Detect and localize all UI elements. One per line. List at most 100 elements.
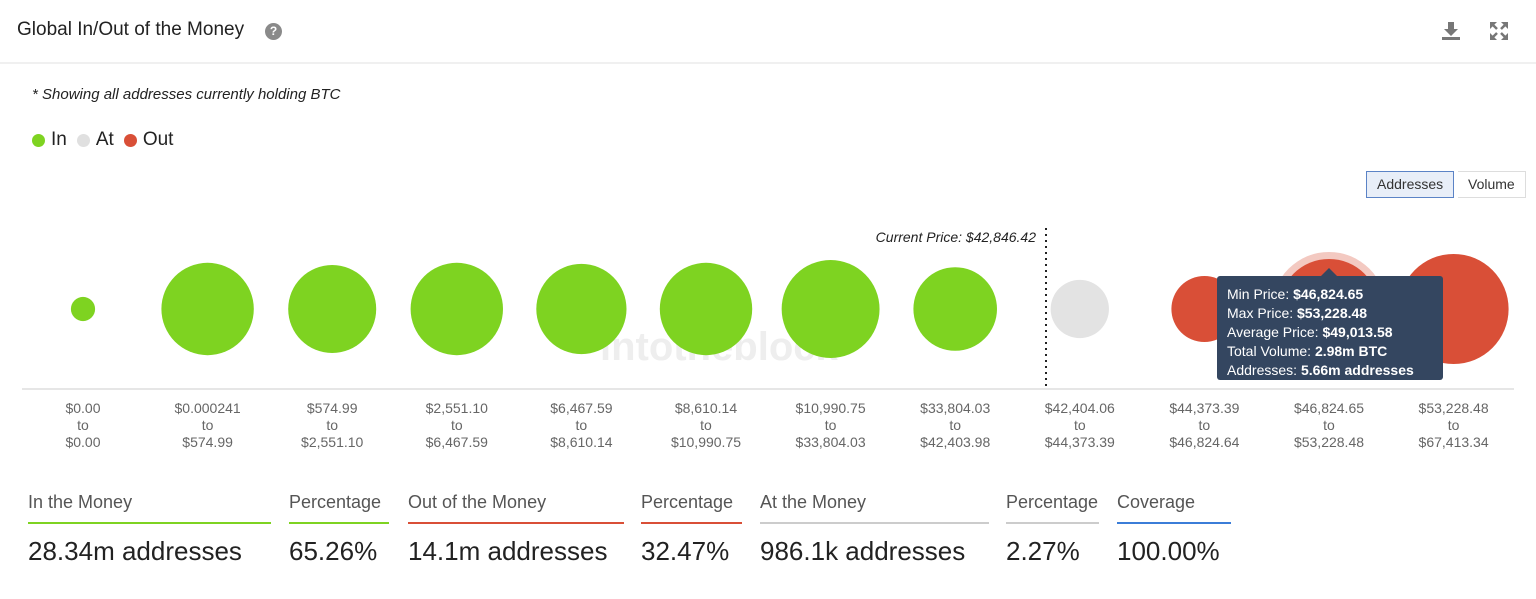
x-tick-label: $44,373.39 — [1045, 434, 1115, 450]
tooltip-label: Min Price: — [1227, 286, 1294, 302]
tooltip-max: Max Price: $53,228.48 — [1227, 304, 1433, 323]
bubble-in[interactable] — [410, 262, 503, 356]
x-tick-label: $53,228.48 — [1419, 400, 1489, 416]
x-tick-label: to — [77, 417, 89, 433]
x-tick-label: $46,824.65 — [1294, 400, 1364, 416]
bubble-in[interactable] — [161, 262, 254, 356]
stat-0: In the Money 28.34m addresses — [28, 492, 271, 567]
legend-out[interactable]: Out — [123, 129, 174, 151]
holding-note: * Showing all addresses currently holdin… — [32, 86, 341, 103]
legend-in[interactable]: In — [32, 129, 67, 151]
stat-5: Percentage 2.27% — [1006, 492, 1099, 567]
x-tick-label: $42,403.98 — [920, 434, 990, 450]
question-circle-icon[interactable]: ? — [265, 23, 282, 40]
x-tick-label: $8,610.14 — [675, 400, 737, 416]
tooltip-label: Addresses: — [1227, 362, 1301, 378]
bubble-in[interactable] — [659, 262, 753, 356]
stat-value: 100.00% — [1117, 536, 1220, 566]
stat-label: Coverage — [1117, 492, 1231, 524]
stat-label: Percentage — [641, 492, 742, 524]
stat-6: Coverage 100.00% — [1117, 492, 1231, 567]
tooltip-value: 5.66m addresses — [1300, 362, 1414, 378]
tooltip-volume: Total Volume: 2.98m BTC — [1227, 342, 1433, 361]
x-tick-label: $10,990.75 — [796, 400, 866, 416]
download-icon[interactable] — [1440, 20, 1462, 42]
x-tick-label: $42,404.06 — [1045, 400, 1115, 416]
x-tick-label: $46,824.64 — [1169, 434, 1239, 450]
widget-title: Global In/Out of the Money — [17, 19, 245, 40]
stat-4: At the Money 986.1k addresses — [760, 492, 989, 567]
tooltip-avg: Average Price: $49,013.58 — [1227, 323, 1433, 342]
x-tick-label: to — [949, 417, 961, 433]
bubble-in[interactable] — [781, 260, 880, 358]
stat-value: 986.1k addresses — [760, 536, 966, 566]
tooltip-addresses: Addresses: 5.66m addresses — [1227, 361, 1433, 380]
tooltip-label: Max Price: — [1227, 305, 1298, 321]
bubble-in[interactable] — [288, 265, 377, 353]
legend-label: In — [51, 129, 67, 150]
volume-toggle[interactable]: Volume — [1458, 171, 1526, 198]
x-tick-label: to — [1074, 417, 1086, 433]
x-tick-label: $33,804.03 — [920, 400, 990, 416]
x-tick-label: to — [1199, 417, 1211, 433]
stat-value: 2.27% — [1006, 536, 1080, 566]
x-tick-label: $2,551.10 — [426, 400, 488, 416]
x-tick-label: $44,373.39 — [1169, 400, 1239, 416]
stat-value: 14.1m addresses — [408, 536, 608, 566]
stat-label: Percentage — [1006, 492, 1099, 524]
stat-label: In the Money — [28, 492, 271, 524]
legend-dot-in — [32, 133, 45, 147]
x-tick-label: to — [326, 417, 338, 433]
legend-at[interactable]: At — [76, 129, 114, 151]
chart-tooltip: Min Price: $46,824.65 Max Price: $53,228… — [1217, 268, 1443, 380]
tooltip-label: Average Price: — [1227, 324, 1323, 340]
current-price-label: Current Price: $42,846.42 — [876, 229, 1037, 245]
stat-value: 32.47% — [641, 536, 730, 566]
expand-icon[interactable] — [1488, 20, 1510, 42]
legend-label: At — [95, 129, 114, 150]
x-tick-label: to — [451, 417, 463, 433]
bubble-at[interactable] — [1050, 279, 1109, 339]
tooltip-value: 2.98m BTC — [1314, 343, 1388, 359]
stat-label: Percentage — [289, 492, 389, 524]
x-tick-label: $10,990.75 — [671, 434, 741, 450]
stat-value: 28.34m addresses — [28, 536, 242, 566]
x-tick-label: $0.00 — [65, 434, 100, 450]
bubble-in[interactable] — [913, 267, 997, 351]
tooltip-min: Min Price: $46,824.65 — [1227, 285, 1433, 304]
x-tick-label: $574.99 — [307, 400, 358, 416]
x-tick-label: to — [1323, 417, 1335, 433]
bubble-in[interactable] — [536, 263, 627, 355]
tooltip-value: $49,013.58 — [1322, 324, 1393, 340]
x-tick-label: to — [1448, 417, 1460, 433]
x-tick-label: $0.000241 — [175, 400, 241, 416]
stat-label: At the Money — [760, 492, 989, 524]
tooltip-value: $46,824.65 — [1293, 286, 1364, 302]
x-tick-label: $8,610.14 — [550, 434, 612, 450]
stat-2: Out of the Money 14.1m addresses — [408, 492, 624, 567]
legend-dot-out — [123, 133, 137, 147]
x-tick-label: $67,413.34 — [1419, 434, 1489, 450]
tooltip-value: $53,228.48 — [1297, 305, 1368, 321]
x-tick-label: $6,467.59 — [550, 400, 612, 416]
stat-value: 65.26% — [289, 536, 378, 566]
legend-label: Out — [142, 129, 174, 150]
x-tick-label: $0.00 — [65, 400, 100, 416]
x-tick-label: $53,228.48 — [1294, 434, 1364, 450]
addresses-toggle[interactable]: Addresses — [1366, 171, 1455, 198]
x-tick-label: to — [202, 417, 214, 433]
stat-3: Percentage 32.47% — [641, 492, 742, 567]
x-tick-label: $2,551.10 — [301, 434, 363, 450]
x-tick-label: to — [700, 417, 712, 433]
x-tick-label: $33,804.03 — [796, 434, 866, 450]
legend-dot-at — [76, 133, 90, 147]
x-tick-label: to — [576, 417, 588, 433]
legend: In At Out — [32, 129, 173, 151]
x-tick-label: to — [825, 417, 837, 433]
bubble-in[interactable] — [70, 296, 96, 322]
x-tick-label: $6,467.59 — [426, 434, 488, 450]
tooltip-label: Total Volume: — [1227, 343, 1315, 359]
widget-header: Global In/Out of the Money ? — [0, 0, 1536, 64]
stat-label: Out of the Money — [408, 492, 624, 524]
x-tick-label: $574.99 — [182, 434, 233, 450]
